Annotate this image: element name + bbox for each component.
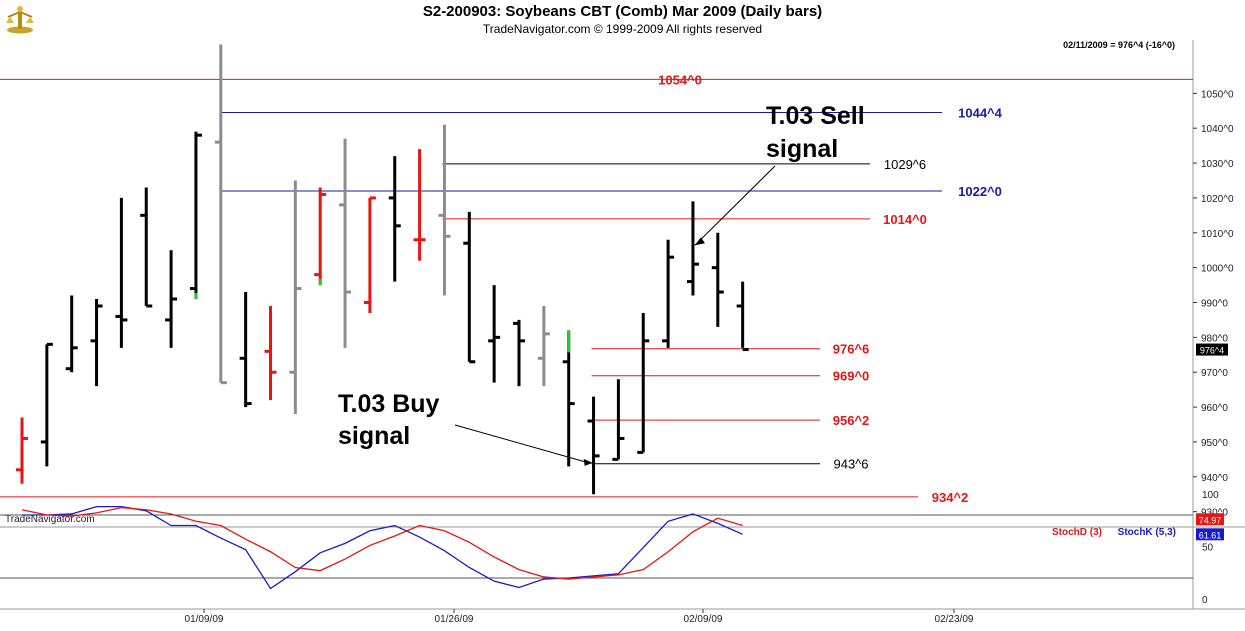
- level-label: 934^2: [932, 490, 969, 505]
- y-tick-label: 1000^0: [1201, 264, 1234, 275]
- legend-stoch-d: StochD (3): [1052, 527, 1102, 538]
- watermark-text: TradeNavigator.com: [5, 514, 95, 525]
- level-label: 1054^0: [658, 72, 702, 87]
- y-tick-label: 1030^0: [1201, 159, 1234, 170]
- level-label: 969^0: [833, 369, 870, 384]
- y-tick-label: 1050^0: [1201, 89, 1234, 100]
- level-label: 1029^6: [884, 157, 926, 172]
- y-tick-label: 960^0: [1201, 403, 1228, 414]
- y-tick-label: 1020^0: [1201, 194, 1234, 205]
- stoch-d-line: [21, 506, 743, 580]
- chart-title: S2-200903: Soybeans CBT (Comb) Mar 2009 …: [422, 3, 823, 20]
- annotation-text: signal: [766, 135, 838, 163]
- x-tick-label: 01/09/09: [185, 614, 224, 625]
- x-tick-label: 01/26/09: [435, 614, 474, 625]
- level-label: 1014^0: [883, 212, 927, 227]
- trade-navigator-logo-icon: [6, 6, 34, 34]
- price-panel-bg: [0, 40, 1245, 527]
- last-price-box: [1196, 343, 1228, 356]
- y-tick-label: 940^0: [1201, 473, 1228, 484]
- annotation-arrowhead: [583, 458, 593, 466]
- y-tick-label: 1010^0: [1201, 229, 1234, 240]
- stoch-y-tick-label: 50: [1202, 543, 1214, 554]
- x-tick-label: 02/23/09: [935, 614, 974, 625]
- y-tick-label: 930^0: [1201, 508, 1228, 519]
- annotation-arrow: [694, 165, 776, 246]
- level-label: 976^6: [833, 342, 870, 357]
- chart-header: S2-200903: Soybeans CBT (Comb) Mar 2009 …: [0, 0, 1245, 41]
- level-label: 943^6: [833, 457, 868, 472]
- y-tick-label: 990^0: [1201, 298, 1228, 309]
- y-tick-label: 1040^0: [1201, 124, 1234, 135]
- y-tick-label: 970^0: [1201, 368, 1228, 379]
- annotation-arrowhead: [694, 237, 705, 246]
- date-price-readout: 02/11/2009 = 976^4 (-16^0): [1063, 40, 1175, 50]
- annotation-text: signal: [338, 422, 410, 450]
- annotation-text: T.03 Buy: [338, 390, 440, 418]
- stoch-d-readout: 74.97: [1199, 515, 1222, 525]
- stoch-k-readout: 61.61: [1199, 530, 1222, 540]
- copyright-subtitle: TradeNavigator.com © 1999-2009 All right…: [482, 22, 763, 36]
- y-tick-label: 980^0: [1201, 333, 1228, 344]
- x-tick-label: 02/09/09: [684, 614, 723, 625]
- level-label: 956^2: [833, 413, 870, 428]
- level-label: 1044^4: [958, 106, 1003, 121]
- stoch-d-readout-box: [1196, 513, 1224, 526]
- stoch-y-tick-label: 100: [1202, 490, 1219, 501]
- legend-stoch-k: StochK (5,3): [1118, 527, 1176, 538]
- last-price-label: 976^4: [1200, 346, 1224, 356]
- stoch-y-tick-label: 0: [1202, 595, 1208, 606]
- stoch-panel-bg: [0, 528, 1245, 609]
- annotation-text: T.03 Sell: [766, 102, 865, 130]
- annotation-arrow: [454, 424, 589, 464]
- stoch-k-line: [22, 505, 743, 590]
- y-tick-label: 950^0: [1201, 438, 1228, 449]
- stoch-k-readout-box: [1196, 528, 1224, 541]
- level-label: 1022^0: [958, 184, 1002, 199]
